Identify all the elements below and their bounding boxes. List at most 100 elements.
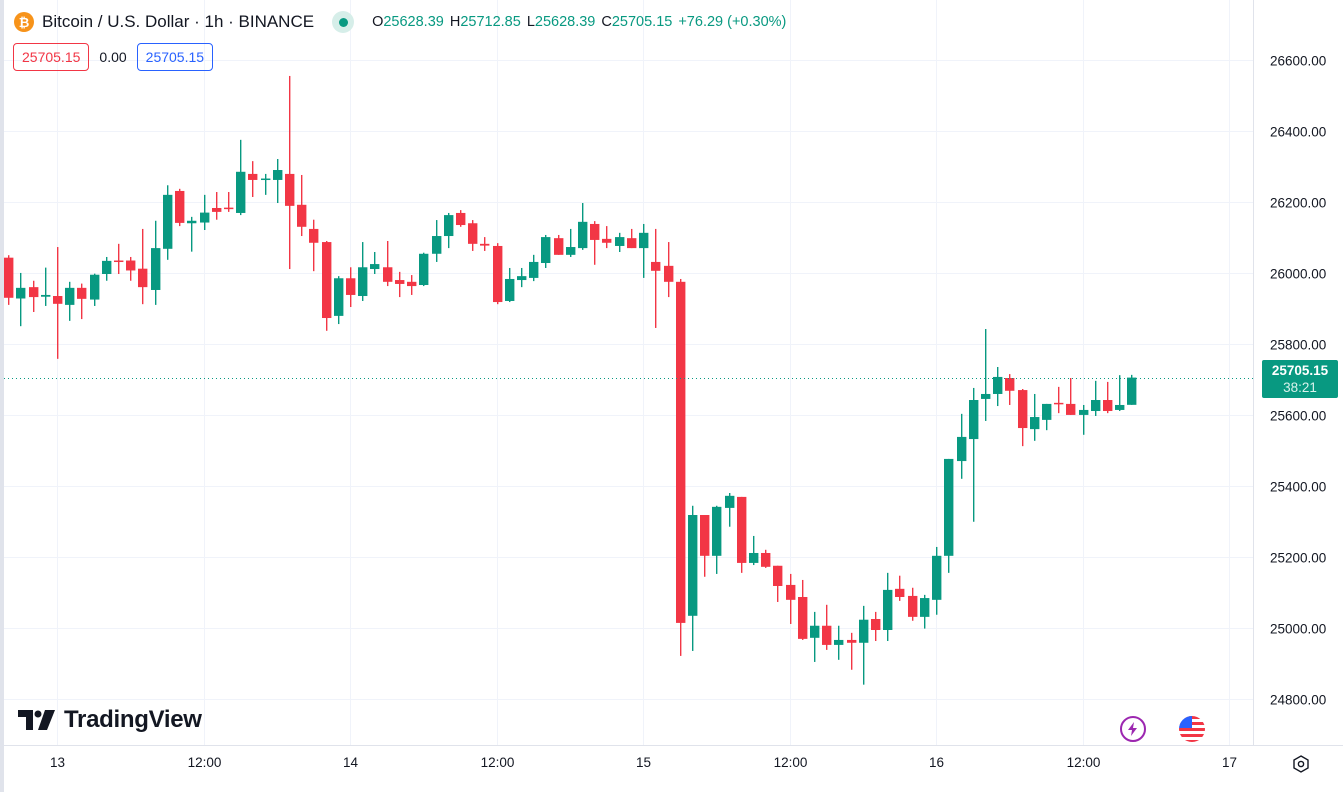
candle-up xyxy=(419,252,429,287)
candle-down xyxy=(895,575,905,601)
candle-up xyxy=(932,546,942,615)
candle-body xyxy=(517,276,527,281)
candle-body xyxy=(322,242,332,319)
candle-body xyxy=(151,248,161,290)
candle-down xyxy=(651,228,661,328)
candle-down xyxy=(847,632,857,670)
candle-down xyxy=(773,565,783,602)
candle-body xyxy=(505,278,515,301)
candle-body xyxy=(1091,400,1101,412)
market-status-icon[interactable] xyxy=(332,11,355,33)
candle-down xyxy=(1066,378,1076,415)
candle-body xyxy=(273,170,283,180)
candle-body xyxy=(29,287,39,298)
candle-body xyxy=(639,232,649,249)
candle-wick xyxy=(863,605,865,685)
candle-up xyxy=(370,252,380,275)
candle-up xyxy=(981,329,991,421)
time-tick-label: 13 xyxy=(49,755,66,770)
candle-down xyxy=(248,161,258,197)
candle-body xyxy=(712,506,722,556)
candle-body xyxy=(16,287,26,299)
candle-wick xyxy=(570,228,572,257)
last-price-label: 25705.15 38:21 xyxy=(1262,359,1338,398)
candle-up xyxy=(236,139,246,216)
candle-down xyxy=(493,243,503,305)
candle-wick xyxy=(81,283,83,320)
candle-body xyxy=(1005,378,1015,391)
candle-body xyxy=(932,555,942,600)
candles xyxy=(4,75,1137,685)
candle-up xyxy=(1030,393,1040,441)
symbol-legend: ₿ Bitcoin / U.S. Dollar · 1h · BINANCE O… xyxy=(14,11,786,33)
candle-body xyxy=(1115,404,1125,410)
candle-wick xyxy=(1058,386,1060,414)
price-tick-label: 26200.00 xyxy=(1270,195,1327,210)
candle-body xyxy=(859,619,869,643)
candle-up xyxy=(1115,375,1125,412)
candle-body xyxy=(786,584,796,600)
candle-up xyxy=(810,611,820,662)
candle-down xyxy=(322,240,332,331)
candle-body xyxy=(676,281,686,623)
candle-body xyxy=(1127,377,1137,405)
symbol-title[interactable]: Bitcoin / U.S. Dollar · 1h · BINANCE xyxy=(42,12,315,31)
candle-up xyxy=(944,458,954,573)
candle-wick xyxy=(228,192,230,212)
lightning-icon[interactable] xyxy=(1120,716,1146,742)
candle-body xyxy=(419,253,429,286)
candle-down xyxy=(309,219,319,272)
candle-wick xyxy=(1119,375,1121,412)
candle-up xyxy=(920,594,930,629)
candle-wick xyxy=(191,216,193,252)
candle-up xyxy=(16,272,26,327)
candle-body xyxy=(883,589,893,631)
chart-settings-icon[interactable] xyxy=(1292,755,1310,773)
candle-body xyxy=(627,238,637,249)
candle-body xyxy=(847,639,857,643)
price-tick-label: 25400.00 xyxy=(1270,479,1327,494)
candle-down xyxy=(138,228,148,305)
open-value: 25628.39 xyxy=(383,14,444,30)
time-tick-label: 17 xyxy=(1221,755,1238,770)
candle-up xyxy=(273,159,283,204)
candle-body xyxy=(53,296,63,304)
price-tick-label: 25000.00 xyxy=(1270,621,1327,636)
candle-wick xyxy=(313,219,315,272)
candle-body xyxy=(236,171,246,213)
candle-body xyxy=(285,173,295,206)
candle-body xyxy=(200,212,210,223)
candle-up xyxy=(163,185,173,260)
candle-body xyxy=(798,596,808,639)
candle-down xyxy=(761,549,771,568)
candle-up xyxy=(261,173,271,195)
candle-up xyxy=(334,276,344,325)
candle-down xyxy=(4,255,14,305)
candle-down xyxy=(468,220,478,251)
candle-body xyxy=(725,495,735,508)
candle-wick xyxy=(1083,404,1085,435)
spread-value: 0.00 xyxy=(99,49,127,65)
tradingview-logo[interactable]: TradingView xyxy=(18,706,202,734)
candle-down xyxy=(480,237,490,251)
candle-body xyxy=(810,625,820,638)
candle-up xyxy=(1079,404,1089,435)
sell-button[interactable]: 25705.15 xyxy=(13,43,90,71)
us-flag-icon[interactable] xyxy=(1179,716,1205,742)
low-label: L xyxy=(526,14,535,30)
candle-up xyxy=(639,223,649,278)
tradingview-logo-icon xyxy=(18,710,55,730)
high-label: H xyxy=(449,14,461,30)
candle-body xyxy=(65,287,75,305)
bitcoin-icon: ₿ xyxy=(14,12,34,32)
buy-button[interactable]: 25705.15 xyxy=(136,43,214,71)
candle-body xyxy=(370,264,380,270)
candle-wick xyxy=(265,173,267,195)
candle-wick xyxy=(606,226,608,249)
price-tick-label: 25200.00 xyxy=(1270,550,1327,565)
candle-body xyxy=(138,268,148,288)
candle-body xyxy=(102,260,112,275)
candle-body xyxy=(444,215,454,237)
trade-buttons: 25705.15 0.00 25705.15 xyxy=(13,43,214,71)
